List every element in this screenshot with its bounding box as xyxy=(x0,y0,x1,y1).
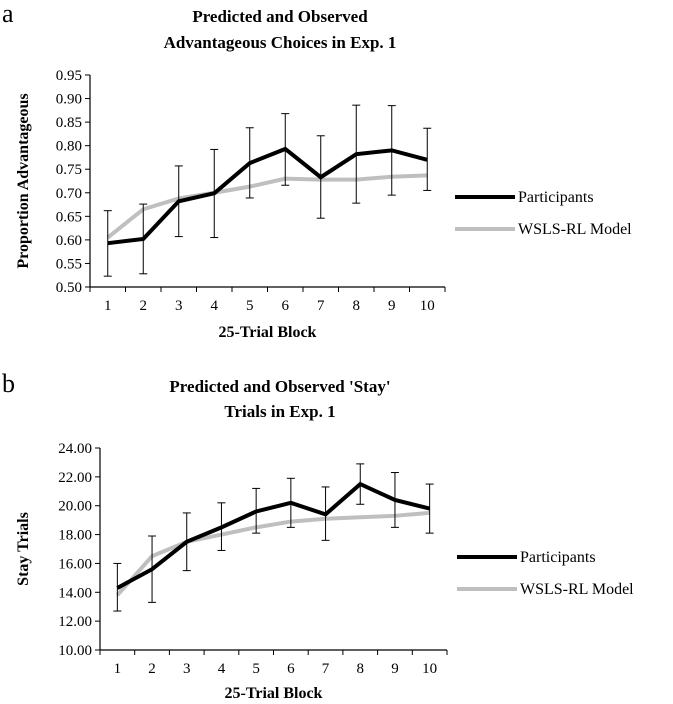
legend-label: Participants xyxy=(520,549,596,566)
chart-panel-b: b Predicted and Observed 'Stay' Trials in … xyxy=(2,369,634,702)
x-tick-label: 1 xyxy=(114,661,122,677)
x-tick-label: 2 xyxy=(148,661,156,677)
y-tick-label: 0.55 xyxy=(56,256,82,272)
series-line-wsls-rl-model xyxy=(115,510,430,597)
x-tick-label: 2 xyxy=(140,298,148,314)
x-tick-label: 9 xyxy=(391,661,399,677)
x-tick-label: 5 xyxy=(252,661,260,677)
y-tick-label: 0.70 xyxy=(56,186,82,202)
y-tick-label: 0.65 xyxy=(56,209,82,225)
y-tick-label: 22.00 xyxy=(58,470,92,486)
x-axis-label: 25-Trial Block xyxy=(225,685,323,702)
x-tick-label: 3 xyxy=(175,298,183,314)
series-line-wsls-rl-model xyxy=(106,173,428,240)
y-tick-label: 0.80 xyxy=(56,139,82,155)
x-tick-label: 10 xyxy=(420,298,435,314)
y-tick-label: 16.00 xyxy=(58,556,92,572)
x-tick-label: 8 xyxy=(353,298,361,314)
y-tick-label: 20.00 xyxy=(58,499,92,515)
x-tick-label: 1 xyxy=(104,298,112,314)
series-line-participants xyxy=(116,481,431,590)
legend-label: WSLS-RL Model xyxy=(520,581,634,598)
y-tick-label: 18.00 xyxy=(58,528,92,544)
x-tick-label: 3 xyxy=(183,661,191,677)
x-tick-label: 4 xyxy=(218,661,226,677)
y-tick-label: 0.85 xyxy=(56,115,82,131)
x-tick-label: 7 xyxy=(322,661,330,677)
x-tick-label: 6 xyxy=(282,298,290,314)
y-tick-label: 10.00 xyxy=(58,643,92,659)
x-tick-label: 5 xyxy=(246,298,254,314)
x-tick-label: 4 xyxy=(211,298,219,314)
chart-panel-a: a Predicted and Observed Advantageous Choi… xyxy=(2,0,632,341)
y-tick-label: 0.50 xyxy=(56,280,82,296)
x-tick-label: 7 xyxy=(317,298,325,314)
x-tick-label: 6 xyxy=(287,661,295,677)
y-tick-label: 24.00 xyxy=(58,441,92,457)
chart-title-line: Trials in Exp. 1 xyxy=(224,402,335,421)
chart-title-line: Advantageous Choices in Exp. 1 xyxy=(164,33,397,52)
y-tick-label: 12.00 xyxy=(58,614,92,630)
y-tick-label: 0.90 xyxy=(56,92,82,108)
x-tick-label: 10 xyxy=(422,661,437,677)
y-tick-label: 0.95 xyxy=(56,68,82,84)
y-tick-label: 14.00 xyxy=(58,585,92,601)
x-tick-label: 9 xyxy=(388,298,396,314)
chart-title-line: Predicted and Observed xyxy=(192,7,368,26)
legend-label: WSLS-RL Model xyxy=(518,221,632,238)
series-line-participants xyxy=(107,146,428,246)
y-axis-label: Stay Trials xyxy=(15,512,32,586)
legend-label: Participants xyxy=(518,189,594,206)
y-tick-label: 0.60 xyxy=(56,233,82,249)
y-axis-label: Proportion Advantageous xyxy=(15,93,32,268)
x-tick-label: 8 xyxy=(357,661,365,677)
chart-title-line: Predicted and Observed 'Stay' xyxy=(169,377,390,396)
panel-letter: b xyxy=(2,369,15,398)
x-axis-label: 25-Trial Block xyxy=(219,324,317,341)
y-tick-label: 0.75 xyxy=(56,162,82,178)
panel-letter: a xyxy=(2,0,14,28)
